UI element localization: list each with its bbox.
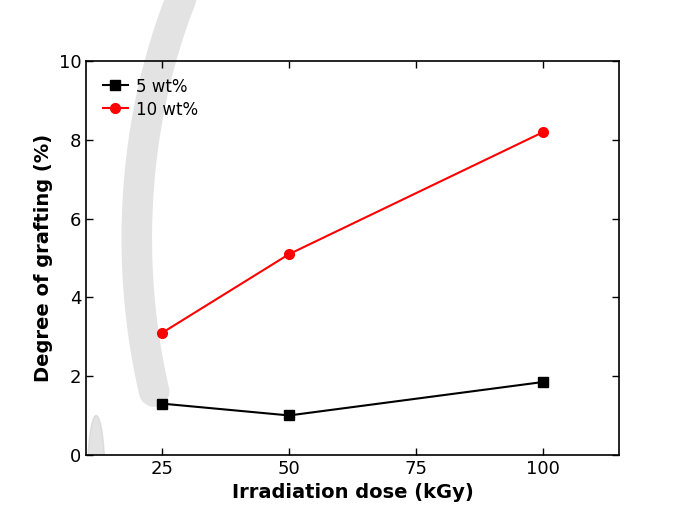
- Y-axis label: Degree of grafting (%): Degree of grafting (%): [34, 134, 53, 382]
- 10 wt%: [158, 330, 166, 336]
- 5 wt%: [285, 412, 293, 419]
- X-axis label: Irradiation dose (kGy): Irradiation dose (kGy): [232, 483, 473, 502]
- Line: 10 wt%: 10 wt%: [158, 127, 548, 338]
- Line: 5 wt%: 5 wt%: [158, 377, 548, 421]
- 10 wt%: [539, 129, 547, 135]
- 10 wt%: [285, 251, 293, 257]
- 5 wt%: [158, 401, 166, 407]
- Circle shape: [87, 415, 105, 511]
- 5 wt%: [539, 379, 547, 385]
- Legend: 5 wt%, 10 wt%: 5 wt%, 10 wt%: [94, 69, 206, 127]
